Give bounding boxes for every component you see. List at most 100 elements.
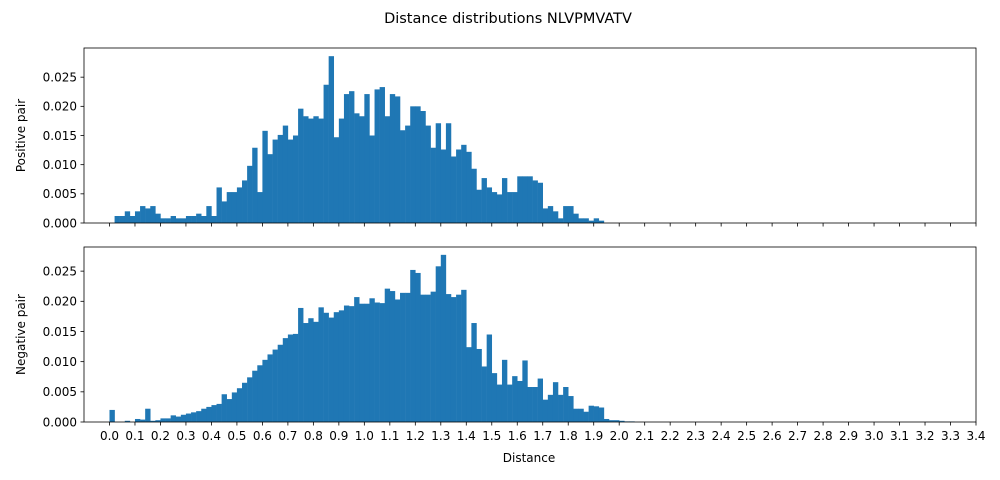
histogram-bar [435, 123, 442, 223]
histogram-bar [145, 208, 151, 223]
histogram-bar [542, 208, 549, 223]
histogram-bar [563, 206, 569, 223]
histogram-bar [440, 149, 447, 223]
histogram-bar [420, 111, 426, 223]
histogram-bar [160, 418, 166, 422]
x-tick-label: 0.5 [227, 429, 246, 443]
histogram-bar [405, 125, 411, 223]
x-tick-label: 3.1 [890, 429, 909, 443]
histogram-bar [328, 317, 335, 422]
histogram-bar [303, 323, 309, 422]
histogram-bar [298, 108, 304, 223]
y-tick-label: 0.005 [43, 187, 77, 201]
histogram-bar [175, 416, 182, 422]
y-tick-label: 0.025 [43, 70, 77, 84]
histogram-bar [185, 216, 192, 223]
y-tick-label: 0.020 [43, 100, 77, 114]
histogram-bar [512, 192, 518, 223]
histogram-bar [267, 154, 273, 223]
x-tick-label: 0.7 [278, 429, 297, 443]
histogram-bar [400, 130, 406, 223]
histogram-bar [206, 206, 212, 223]
histogram-bar [349, 91, 355, 223]
histogram-bar [517, 176, 523, 223]
x-tick-label: 2.8 [814, 429, 833, 443]
histogram-bar [481, 178, 487, 223]
histogram-bar [308, 318, 314, 422]
y-tick-label: 0.015 [43, 325, 77, 339]
x-tick-label: 1.9 [584, 429, 603, 443]
histogram-bar [150, 206, 156, 223]
y-tick-label: 0.025 [43, 264, 77, 278]
histogram-bar [323, 84, 329, 223]
histogram-bar [221, 201, 227, 223]
y-tick-label: 0.000 [43, 216, 77, 230]
histogram-bar [466, 151, 472, 223]
histogram-bar [471, 323, 477, 422]
y-tick-label: 0.010 [43, 355, 77, 369]
histogram-bar [614, 420, 620, 422]
x-tick-label: 3.4 [966, 429, 985, 443]
histogram-bar [369, 135, 375, 223]
histogram-bar [384, 288, 391, 422]
histogram-bar [247, 165, 253, 223]
histogram-bar [308, 118, 314, 223]
histogram-bar [236, 388, 243, 422]
x-tick-label: 2.9 [839, 429, 858, 443]
histogram-bar [216, 403, 222, 422]
x-tick-label: 0.0 [100, 429, 119, 443]
histogram-bar [415, 106, 421, 223]
histogram-bar [394, 299, 401, 422]
histogram-bar [603, 418, 610, 422]
histogram-bar [558, 394, 564, 422]
x-tick-label: 2.0 [610, 429, 629, 443]
histogram-bar [573, 213, 579, 223]
histogram-bar [522, 176, 528, 223]
y-tick-label: 0.010 [43, 158, 77, 172]
histogram-bar [430, 147, 436, 223]
histogram-bar [354, 113, 360, 223]
histogram-bar [552, 211, 559, 223]
histogram-bar [609, 420, 615, 422]
histogram-bar [476, 189, 482, 223]
histogram-bar [247, 377, 253, 422]
histogram-bar [323, 312, 329, 422]
histogram-bar [333, 137, 340, 223]
histogram-bar [242, 180, 248, 223]
histogram-bar [180, 218, 187, 223]
histogram-bar [165, 218, 171, 223]
histogram-bar [517, 380, 523, 422]
histogram-bar [226, 399, 233, 422]
histogram-bar [221, 394, 227, 422]
x-tick-label: 1.3 [431, 429, 450, 443]
y-axis-label: Positive pair [14, 99, 28, 172]
x-tick-label: 2.1 [635, 429, 654, 443]
x-tick-label: 1.6 [508, 429, 527, 443]
histogram-bar [277, 344, 284, 422]
histogram-bar [364, 303, 370, 422]
histogram-bar [445, 294, 452, 422]
histogram-bar [333, 312, 340, 422]
histogram-bar [170, 216, 176, 223]
histogram-bar [349, 306, 355, 422]
histogram-bar [384, 116, 391, 223]
y-tick-label: 0.005 [43, 385, 77, 399]
histogram-bar [558, 218, 564, 223]
histogram-bar [328, 56, 335, 223]
histogram-bar [563, 387, 569, 422]
histogram-bar [588, 220, 594, 223]
y-tick-label: 0.000 [43, 415, 77, 429]
histogram-bar [211, 216, 217, 223]
histogram-bar [461, 144, 467, 223]
histogram-bar [150, 420, 156, 422]
histogram-bar [527, 176, 533, 223]
x-tick-label: 3.0 [865, 429, 884, 443]
histogram-bar [512, 376, 518, 422]
histogram-bar [206, 406, 212, 422]
histogram-bar [196, 213, 202, 223]
x-tick-label: 0.8 [304, 429, 323, 443]
x-tick-label: 0.1 [125, 429, 144, 443]
histogram-bar [272, 139, 278, 223]
